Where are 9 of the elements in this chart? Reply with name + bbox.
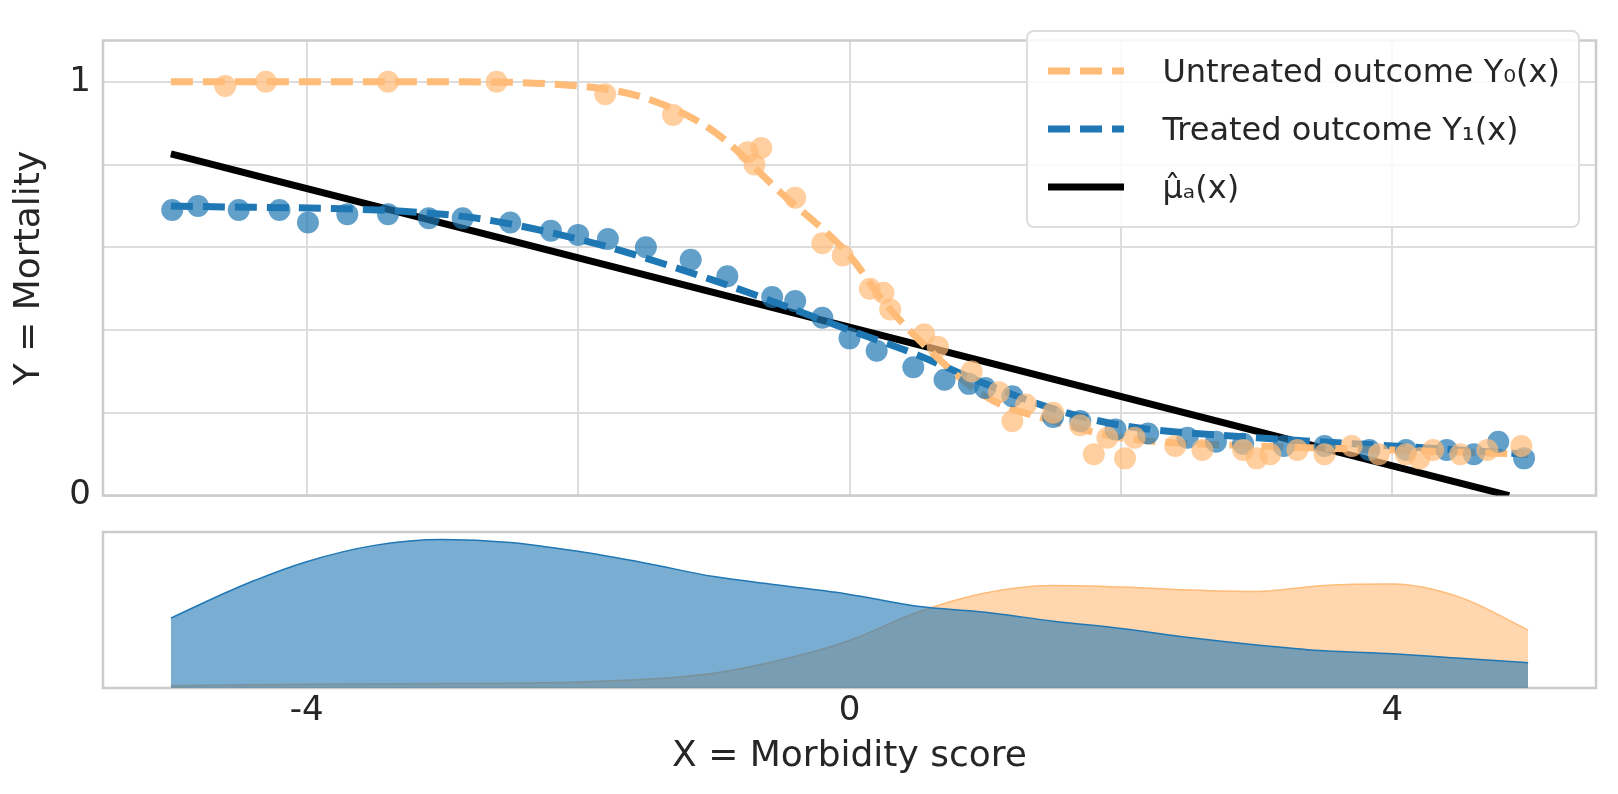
legend-label: Untreated outcome Y₀(x) [1162,52,1560,90]
legend-label: μ̂ₐ(x) [1162,168,1240,206]
x-tick-label: -4 [289,688,324,729]
legend-label: Treated outcome Y₁(x) [1162,110,1519,148]
x-tick-label: 4 [1381,688,1404,729]
y-tick-label: 1 [69,58,91,99]
x-axis-title: X = Morbidity score [672,732,1027,774]
x-tick-label: 0 [838,688,861,729]
y-axis-title: Y = Mortality [5,150,47,387]
